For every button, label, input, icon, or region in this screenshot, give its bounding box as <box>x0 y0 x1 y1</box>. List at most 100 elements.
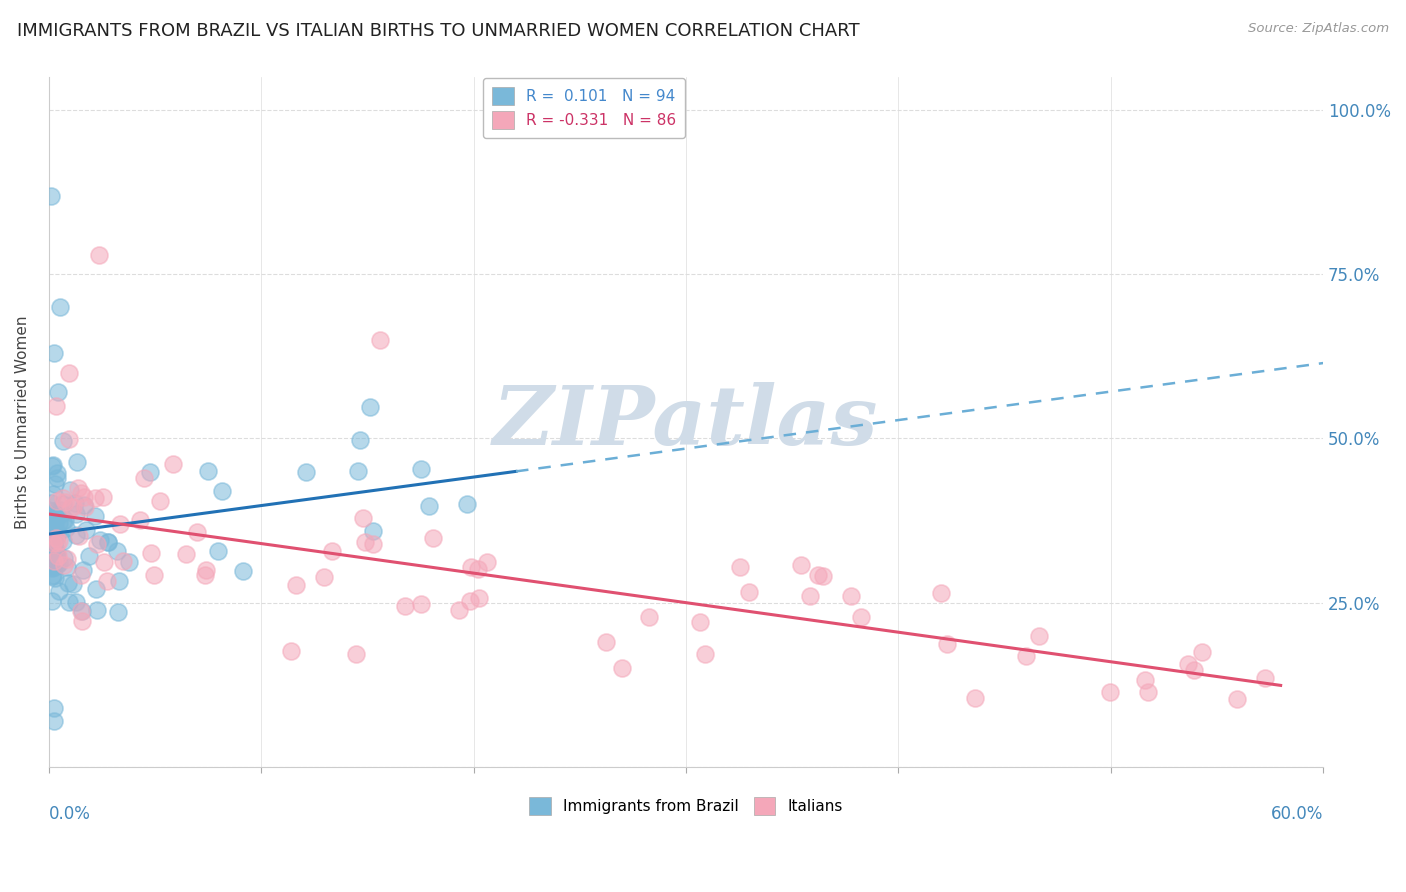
Point <box>963 690 986 705</box>
Point <box>195 563 218 577</box>
Point <box>295 465 318 479</box>
Point <box>53 558 76 573</box>
Legend: Immigrants from Brazil, Italians: Immigrants from Brazil, Italians <box>523 791 849 821</box>
Point <box>359 400 381 414</box>
Point <box>58 366 80 380</box>
Point <box>1133 673 1156 688</box>
Point <box>42 700 65 714</box>
Point <box>1253 671 1275 685</box>
Point <box>45 399 67 413</box>
Point <box>42 508 65 523</box>
Point <box>73 500 96 514</box>
Point <box>46 526 69 541</box>
Text: ZIPatlas: ZIPatlas <box>494 382 879 462</box>
Point <box>280 644 302 658</box>
Point <box>354 534 377 549</box>
Point <box>45 531 67 545</box>
Text: IMMIGRANTS FROM BRAZIL VS ITALIAN BIRTHS TO UNMARRIED WOMEN CORRELATION CHART: IMMIGRANTS FROM BRAZIL VS ITALIAN BIRTHS… <box>17 22 859 40</box>
Point <box>46 467 69 481</box>
Point <box>368 333 391 347</box>
Point <box>42 346 65 360</box>
Point <box>46 471 69 485</box>
Point <box>86 603 108 617</box>
Point <box>52 498 75 512</box>
Point <box>312 570 335 584</box>
Point <box>56 552 79 566</box>
Point <box>65 595 87 609</box>
Point <box>41 545 63 559</box>
Point <box>689 615 711 629</box>
Point <box>52 491 75 505</box>
Text: Source: ZipAtlas.com: Source: ZipAtlas.com <box>1249 22 1389 36</box>
Point <box>62 500 84 514</box>
Point <box>46 549 69 563</box>
Point <box>75 523 97 537</box>
Point <box>107 605 129 619</box>
Point <box>44 534 66 549</box>
Point <box>929 586 952 600</box>
Point <box>66 455 89 469</box>
Point <box>48 516 70 530</box>
Point <box>839 590 862 604</box>
Point <box>44 571 66 585</box>
Point <box>53 513 76 527</box>
Point <box>186 525 208 540</box>
Point <box>58 595 80 609</box>
Point <box>44 525 66 540</box>
Point <box>89 247 111 261</box>
Point <box>56 560 79 574</box>
Point <box>361 537 384 551</box>
Point <box>48 300 70 314</box>
Point <box>41 533 63 547</box>
Point <box>344 647 367 661</box>
Point <box>811 569 834 583</box>
Point <box>349 434 371 448</box>
Point <box>44 505 66 519</box>
Point <box>41 561 63 575</box>
Point <box>93 555 115 569</box>
Point <box>97 534 120 549</box>
Point <box>41 594 63 608</box>
Point <box>58 483 80 497</box>
Point <box>42 487 65 501</box>
Point <box>477 555 499 569</box>
Point <box>1028 629 1050 643</box>
Point <box>42 458 65 472</box>
Point <box>232 564 254 578</box>
Point <box>799 589 821 603</box>
Point <box>44 548 66 562</box>
Point <box>39 558 62 572</box>
Point <box>1177 657 1199 671</box>
Point <box>67 529 90 543</box>
Point <box>44 560 66 574</box>
Point <box>806 567 828 582</box>
Point <box>321 544 343 558</box>
Point <box>41 459 63 474</box>
Point <box>65 508 87 522</box>
Point <box>695 647 717 661</box>
Point <box>138 465 160 479</box>
Point <box>45 494 67 508</box>
Point <box>44 519 66 533</box>
Point <box>41 569 63 583</box>
Point <box>108 517 131 532</box>
Point <box>790 558 813 573</box>
Point <box>936 637 959 651</box>
Point <box>460 560 482 574</box>
Point <box>58 575 80 590</box>
Point <box>84 509 107 524</box>
Y-axis label: Births to Unmarried Women: Births to Unmarried Women <box>15 315 30 529</box>
Point <box>1136 685 1159 699</box>
Point <box>45 558 67 573</box>
Point <box>176 547 198 561</box>
Point <box>849 609 872 624</box>
Point <box>58 432 80 446</box>
Point <box>46 385 69 400</box>
Point <box>97 535 120 549</box>
Point <box>83 491 105 505</box>
Text: 60.0%: 60.0% <box>1271 805 1323 823</box>
Point <box>52 534 75 549</box>
Point <box>44 511 66 525</box>
Point <box>41 550 63 565</box>
Text: 0.0%: 0.0% <box>49 805 90 823</box>
